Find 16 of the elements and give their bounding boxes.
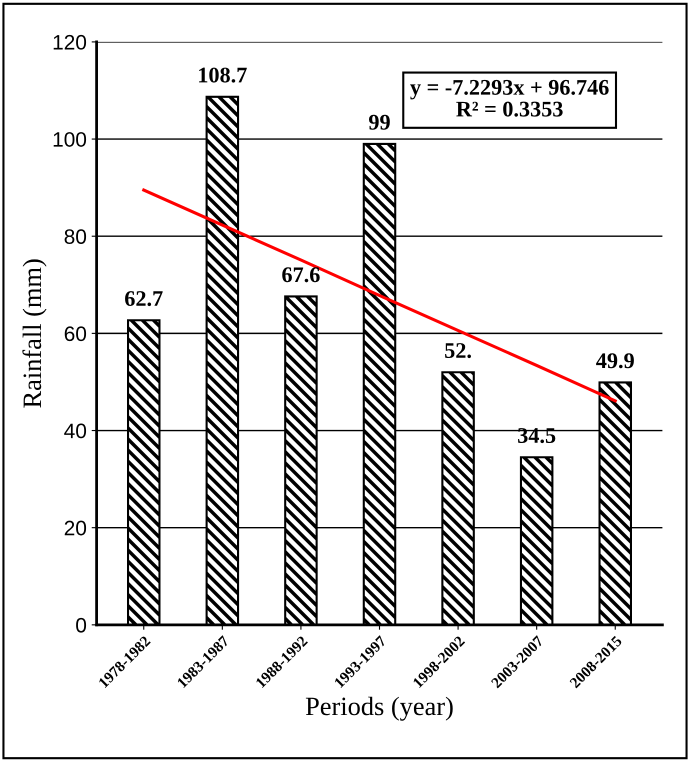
y-tick-label: 120 (54, 34, 86, 50)
y-tick-label: 40 (64, 424, 86, 438)
data-label: 49.9 (596, 353, 634, 368)
data-label: 108.7 (199, 68, 247, 83)
data-label: 62.7 (125, 291, 163, 306)
x-axis-title: Periods (year) (306, 696, 453, 721)
y-tick-label: 80 (64, 229, 86, 244)
y-tick-label: 20 (64, 520, 86, 536)
y-axis-title: Rainfall (mm) (22, 259, 47, 408)
y-tick-label: 0 (76, 618, 86, 633)
data-label: 52. (445, 343, 471, 358)
annotation: y = -7.2293x + 96.746 R² = 0.3353 (410, 80, 609, 117)
y-tick-label: 60 (64, 326, 86, 342)
data-label: 67.6 (282, 267, 320, 282)
data-label: 99 (368, 114, 390, 130)
y-tick-label: 100 (54, 132, 86, 147)
